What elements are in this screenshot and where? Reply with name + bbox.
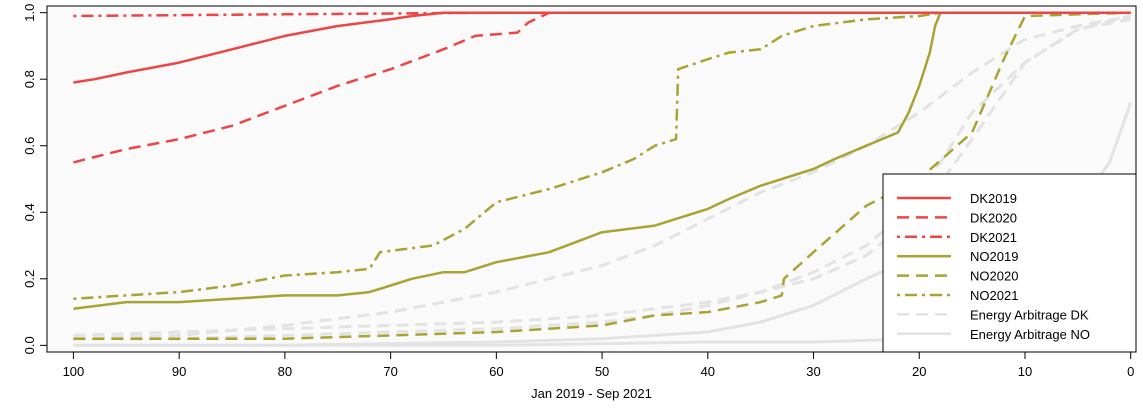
series-line-no2019-7 bbox=[73, 11, 1131, 311]
series-line-energy-arbitrage-dk-2 bbox=[73, 14, 1132, 341]
x-tick-label: 30 bbox=[806, 364, 820, 379]
series-line-dk2019-8 bbox=[73, 11, 1131, 84]
legend-label: Energy Arbitrage NO bbox=[970, 327, 1090, 342]
series-line-dk2020-9 bbox=[73, 11, 1131, 164]
legend-box bbox=[882, 173, 1137, 353]
legend-label: NO2021 bbox=[970, 288, 1018, 303]
legend-label: DK2021 bbox=[970, 230, 1017, 245]
legend-label: DK2020 bbox=[970, 210, 1017, 225]
y-axis: 0.0 0.2 0.4 0.6 0.8 1.0 bbox=[22, 4, 47, 354]
legend-label: DK2019 bbox=[970, 191, 1017, 206]
x-tick-label: 10 bbox=[1018, 364, 1032, 379]
legend-label: NO2020 bbox=[970, 269, 1018, 284]
x-tick-label: 20 bbox=[912, 364, 926, 379]
legend: DK2019 DK2020 DK2021 NO2019 NO2020 NO2021 Ener… bbox=[882, 173, 1137, 353]
series-line-no2020-5 bbox=[73, 11, 1131, 340]
x-tick-label: 100 bbox=[63, 364, 85, 379]
x-tick-label: 0 bbox=[1127, 364, 1134, 379]
x-tick-label: 70 bbox=[383, 364, 397, 379]
y-tick-label: 1.0 bbox=[22, 4, 37, 22]
x-tick-label: 60 bbox=[489, 364, 503, 379]
y-tick-label: 0.6 bbox=[22, 137, 37, 155]
legend-label: NO2019 bbox=[970, 249, 1018, 264]
series-line-dk2021-10 bbox=[73, 11, 1131, 18]
legend-label: Energy Arbitrage DK bbox=[970, 307, 1089, 322]
y-tick-label: 0.0 bbox=[22, 336, 37, 354]
x-tick-label: 40 bbox=[701, 364, 715, 379]
x-tick-label: 80 bbox=[278, 364, 292, 379]
y-tick-label: 0.8 bbox=[22, 70, 37, 88]
x-tick-label: 50 bbox=[595, 364, 609, 379]
x-tick-label: 90 bbox=[172, 364, 186, 379]
series-line-no2021-6 bbox=[73, 11, 1131, 301]
y-tick-label: 0.2 bbox=[22, 270, 37, 288]
y-tick-label: 0.4 bbox=[22, 203, 37, 221]
x-axis: 100 90 80 70 60 50 40 30 20 10 0 bbox=[63, 352, 1134, 379]
x-axis-title: Jan 2019 - Sep 2021 bbox=[531, 386, 652, 401]
